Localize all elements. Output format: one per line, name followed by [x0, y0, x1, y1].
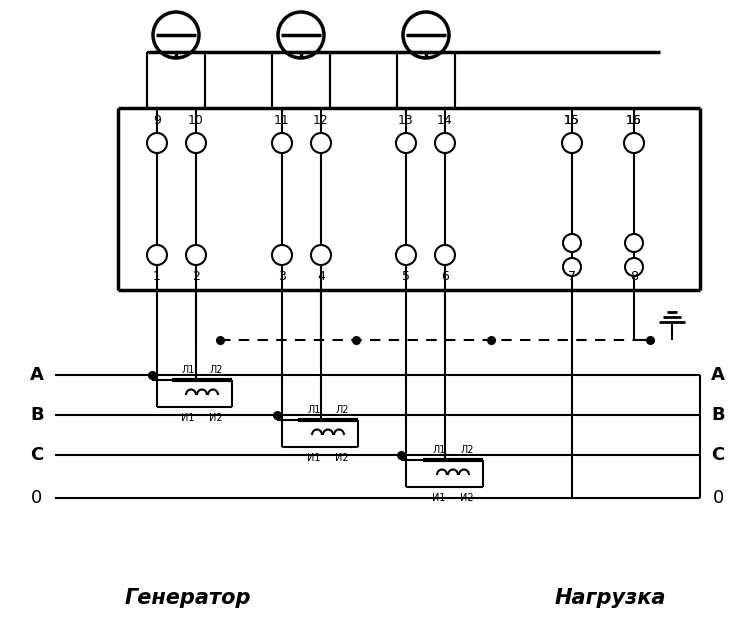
Text: A: A — [711, 366, 725, 384]
Text: Л2: Л2 — [335, 405, 349, 415]
Text: И1: И1 — [182, 413, 195, 423]
Text: Л2: Л2 — [460, 445, 474, 455]
Text: 15: 15 — [564, 115, 580, 127]
Text: Л1: Л1 — [182, 365, 195, 375]
Text: B: B — [711, 406, 724, 424]
Text: 10: 10 — [188, 115, 204, 127]
Text: Л1: Л1 — [432, 445, 445, 455]
Text: 1: 1 — [153, 270, 161, 284]
Text: Нагрузка: Нагрузка — [555, 588, 667, 608]
Text: 12: 12 — [314, 115, 328, 127]
Text: 5: 5 — [402, 270, 410, 284]
Text: И2: И2 — [209, 413, 223, 423]
Text: 6: 6 — [441, 270, 449, 284]
Text: A: A — [30, 366, 44, 384]
Text: 7: 7 — [568, 270, 576, 284]
Text: 2: 2 — [192, 270, 200, 284]
Text: 3: 3 — [278, 270, 286, 284]
Text: 15: 15 — [564, 115, 580, 127]
Text: И1: И1 — [432, 493, 445, 503]
Text: C: C — [30, 446, 44, 464]
Text: C: C — [711, 446, 724, 464]
Text: 13: 13 — [398, 115, 414, 127]
Text: 4: 4 — [317, 270, 325, 284]
Text: B: B — [30, 406, 44, 424]
Text: 0: 0 — [712, 489, 724, 507]
Text: 14: 14 — [437, 115, 453, 127]
Text: 16: 16 — [626, 115, 642, 127]
Text: И2: И2 — [335, 453, 349, 463]
Text: Л1: Л1 — [308, 405, 321, 415]
Text: 11: 11 — [274, 115, 290, 127]
Text: Генератор: Генератор — [125, 588, 251, 608]
Text: 9: 9 — [153, 115, 161, 127]
Text: 8: 8 — [630, 270, 638, 284]
Text: И1: И1 — [308, 453, 321, 463]
Text: 16: 16 — [626, 115, 642, 127]
Text: 0: 0 — [32, 489, 43, 507]
Text: И2: И2 — [460, 493, 474, 503]
Text: Л2: Л2 — [209, 365, 223, 375]
